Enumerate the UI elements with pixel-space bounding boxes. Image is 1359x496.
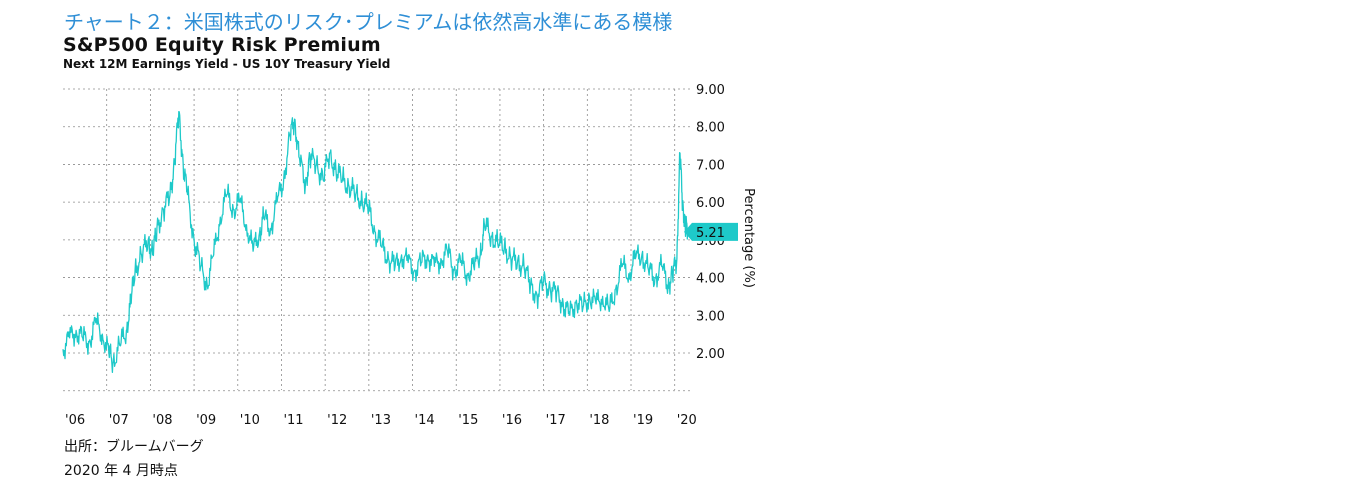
y-tick-label: 4.00 (696, 272, 725, 287)
x-tick-label: '16 (502, 413, 522, 428)
series-line (62, 110, 689, 373)
x-tick-label: '07 (109, 413, 129, 428)
x-tick-label: '09 (196, 413, 216, 428)
x-axis-ticks: '06 '07 '08 '09 '10 '11 '12 '13 '14 '15 '16 '17 '18 '… (65, 413, 697, 428)
last-value-text: 5.21 (696, 226, 725, 241)
y-tick-label: 9.00 (696, 83, 725, 98)
x-tick-label: '15 (458, 413, 478, 428)
y-tick-label: 3.00 (696, 309, 725, 324)
last-value-marker (684, 222, 738, 241)
y-axis-label: Percentage (%) (741, 188, 756, 288)
chart-subtitle: Next 12M Earnings Yield - US 10Y Treasur… (63, 57, 391, 71)
y-tick-label: 2.00 (696, 347, 725, 362)
y-tick-label: 6.00 (696, 196, 725, 211)
x-tick-label: '10 (240, 413, 260, 428)
x-tick-label: '13 (371, 413, 391, 428)
date-note: 2020 年 4 月時点 (64, 463, 178, 479)
y-tick-label: 7.00 (696, 158, 725, 173)
chart-title: S&P500 Equity Risk Premium (63, 34, 381, 56)
x-tick-label: '14 (415, 413, 435, 428)
x-tick-label: '20 (677, 413, 697, 428)
source-note: 出所：ブルームバーグ (64, 439, 204, 455)
y-tick-label: 8.00 (696, 121, 725, 136)
y-axis-ticks: 2.003.004.005.006.007.008.009.00 (696, 83, 725, 362)
x-tick-label: '12 (327, 413, 347, 428)
x-tick-label: '19 (633, 413, 653, 428)
x-tick-label: '17 (546, 413, 566, 428)
x-tick-label: '06 (65, 413, 85, 428)
x-tick-label: '18 (589, 413, 609, 428)
x-tick-label: '11 (283, 413, 303, 428)
x-tick-label: '08 (152, 413, 172, 428)
series-group (62, 110, 689, 373)
last-value-label: 5.21 (684, 222, 738, 241)
x-gridlines (106, 89, 676, 390)
figure-caption: チャート２：米国株式のリスク･プレミアムは依然高水準にある模様 (64, 10, 673, 34)
